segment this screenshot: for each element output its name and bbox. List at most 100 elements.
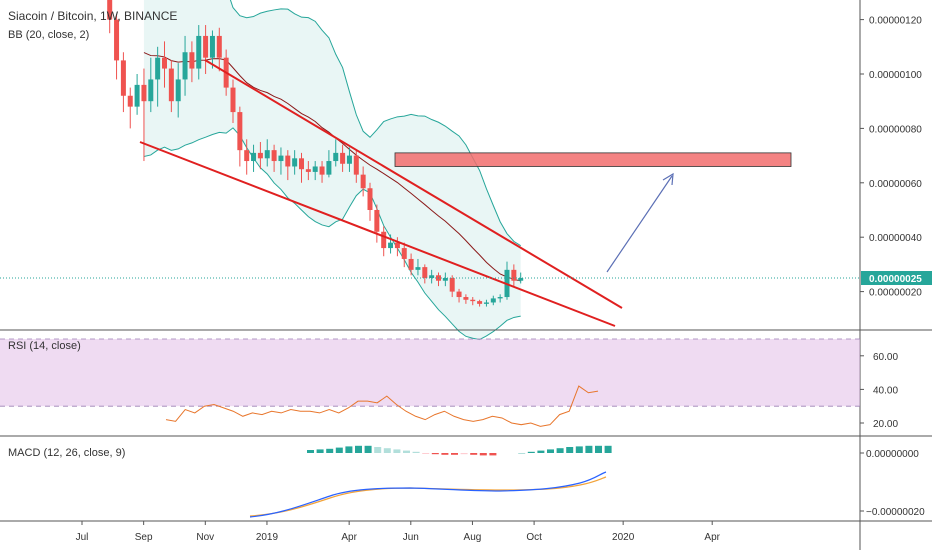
rsi-tick-label: 60.00: [873, 352, 898, 363]
candle-body: [175, 79, 181, 102]
macd-histogram: [307, 445, 612, 456]
macd-signal-line: [249, 476, 607, 517]
rsi-tick-label: 40.00: [873, 385, 898, 396]
rsi-axis: 60.00 40.00 20.00: [860, 352, 898, 430]
candle-body: [120, 60, 126, 96]
candle-body: [203, 35, 209, 58]
macd-hist-bar: [364, 445, 372, 453]
time-tick-label: Nov: [196, 532, 214, 543]
candle-body: [271, 150, 277, 162]
current-price-badge: 0.00000025: [861, 271, 932, 285]
candle-body: [168, 68, 174, 102]
candle-body: [162, 57, 167, 69]
target-zone[interactable]: [394, 152, 792, 167]
price-tick-label: 0.00000040: [869, 233, 922, 244]
macd-hist-bar: [355, 445, 362, 453]
time-tick-label: Jun: [403, 532, 419, 543]
candle-body: [408, 258, 414, 270]
macd-hist-bar: [585, 445, 593, 453]
macd-hist-bar: [451, 453, 458, 455]
macd-hist-bar: [441, 453, 449, 455]
candle-body: [299, 158, 304, 170]
candle-body: [148, 79, 154, 102]
candle-body: [511, 269, 517, 281]
rsi-line: [165, 385, 599, 427]
price-tick-label: 0.00000100: [869, 70, 922, 81]
candle-body: [470, 299, 476, 302]
macd-hist-bar: [566, 447, 574, 453]
current-price-badge-bg: [861, 271, 932, 285]
candle-body: [429, 275, 435, 278]
candle-body: [326, 161, 332, 175]
candle-body: [497, 297, 503, 299]
candle-body: [518, 278, 524, 281]
candle-body: [374, 210, 380, 232]
macd-hist-bar: [575, 446, 583, 453]
projection-arrowhead-icon: [662, 172, 674, 186]
macd-hist-bar: [556, 448, 564, 453]
macd-hist-bar: [345, 446, 353, 453]
candle-body: [449, 278, 455, 292]
candle-body: [216, 35, 222, 58]
candle-body: [490, 298, 496, 303]
candle-body: [257, 152, 263, 159]
macd-hist-bar: [335, 447, 343, 453]
price-tick-label: 0.00000080: [869, 124, 922, 135]
time-tick-label: Sep: [135, 532, 153, 543]
macd-pane[interactable]: MACD (12, 26, close, 9): [8, 445, 612, 518]
bb-label: BB (20, close, 2): [8, 29, 89, 41]
macd-hist-bar: [422, 453, 430, 454]
macd-hist-bar: [316, 449, 324, 453]
candle-body: [367, 188, 373, 210]
time-tick-label: Aug: [464, 532, 482, 543]
macd-hist-bar: [393, 449, 401, 453]
price-axis[interactable]: 0.000001400.000001200.000001000.00000080…: [860, 0, 922, 299]
chart-title: Siacoin / Bitcoin, 1W, BINANCE: [8, 9, 177, 23]
candle-body: [237, 112, 243, 151]
macd-hist-bar: [374, 447, 382, 453]
candle-body: [285, 155, 291, 167]
price-pane[interactable]: Siacoin / Bitcoin, 1W, BINANCE BB (20, c…: [0, 0, 860, 341]
macd-hist-bar: [470, 453, 478, 455]
time-axis[interactable]: Jul Sep Nov 2019 Apr Jun Aug Oct 2020 Apr: [76, 521, 721, 543]
candle-body: [415, 267, 421, 270]
time-tick-label: Jul: [76, 532, 89, 543]
candle-body: [422, 267, 428, 278]
candle-body: [463, 297, 469, 300]
time-tick-label: Oct: [526, 532, 542, 543]
candle-body: [196, 35, 202, 69]
rsi-band: [0, 339, 860, 407]
macd-axis: 0.00000000 −0.00000020: [860, 449, 925, 518]
time-tick-label: Apr: [704, 532, 720, 543]
projection-arrow[interactable]: [606, 175, 673, 273]
candle-body: [244, 150, 250, 162]
current-price-label: 0.00000025: [869, 274, 922, 285]
macd-hist-bar: [547, 449, 554, 453]
time-tick-label: 2019: [256, 532, 279, 543]
price-tick-label: 0.00000120: [869, 16, 922, 27]
candle-body: [107, 0, 113, 20]
candle-body: [127, 95, 133, 107]
candle-body: [312, 166, 318, 172]
macd-hist-bar: [403, 450, 410, 453]
candle-body: [141, 84, 147, 102]
time-tick-label: Apr: [341, 532, 357, 543]
candle-body: [134, 84, 140, 107]
candle-body: [340, 152, 346, 164]
candle-body: [209, 35, 215, 58]
candle-body: [182, 52, 188, 80]
trendline-upper[interactable]: [204, 59, 623, 309]
macd-hist-bar: [326, 448, 334, 453]
rsi-label: RSI (14, close): [8, 340, 81, 352]
candle-body: [394, 242, 400, 249]
macd-hist-bar: [460, 453, 468, 455]
trendline-lower[interactable]: [139, 141, 616, 327]
price-tick-label: 0.00000020: [869, 288, 922, 299]
rsi-pane[interactable]: RSI (14, close): [0, 338, 860, 427]
macd-hist-bar: [604, 445, 612, 453]
candle-body: [483, 302, 489, 304]
candle-body: [360, 174, 366, 189]
candle-body: [401, 248, 407, 259]
candle-body: [353, 155, 359, 175]
